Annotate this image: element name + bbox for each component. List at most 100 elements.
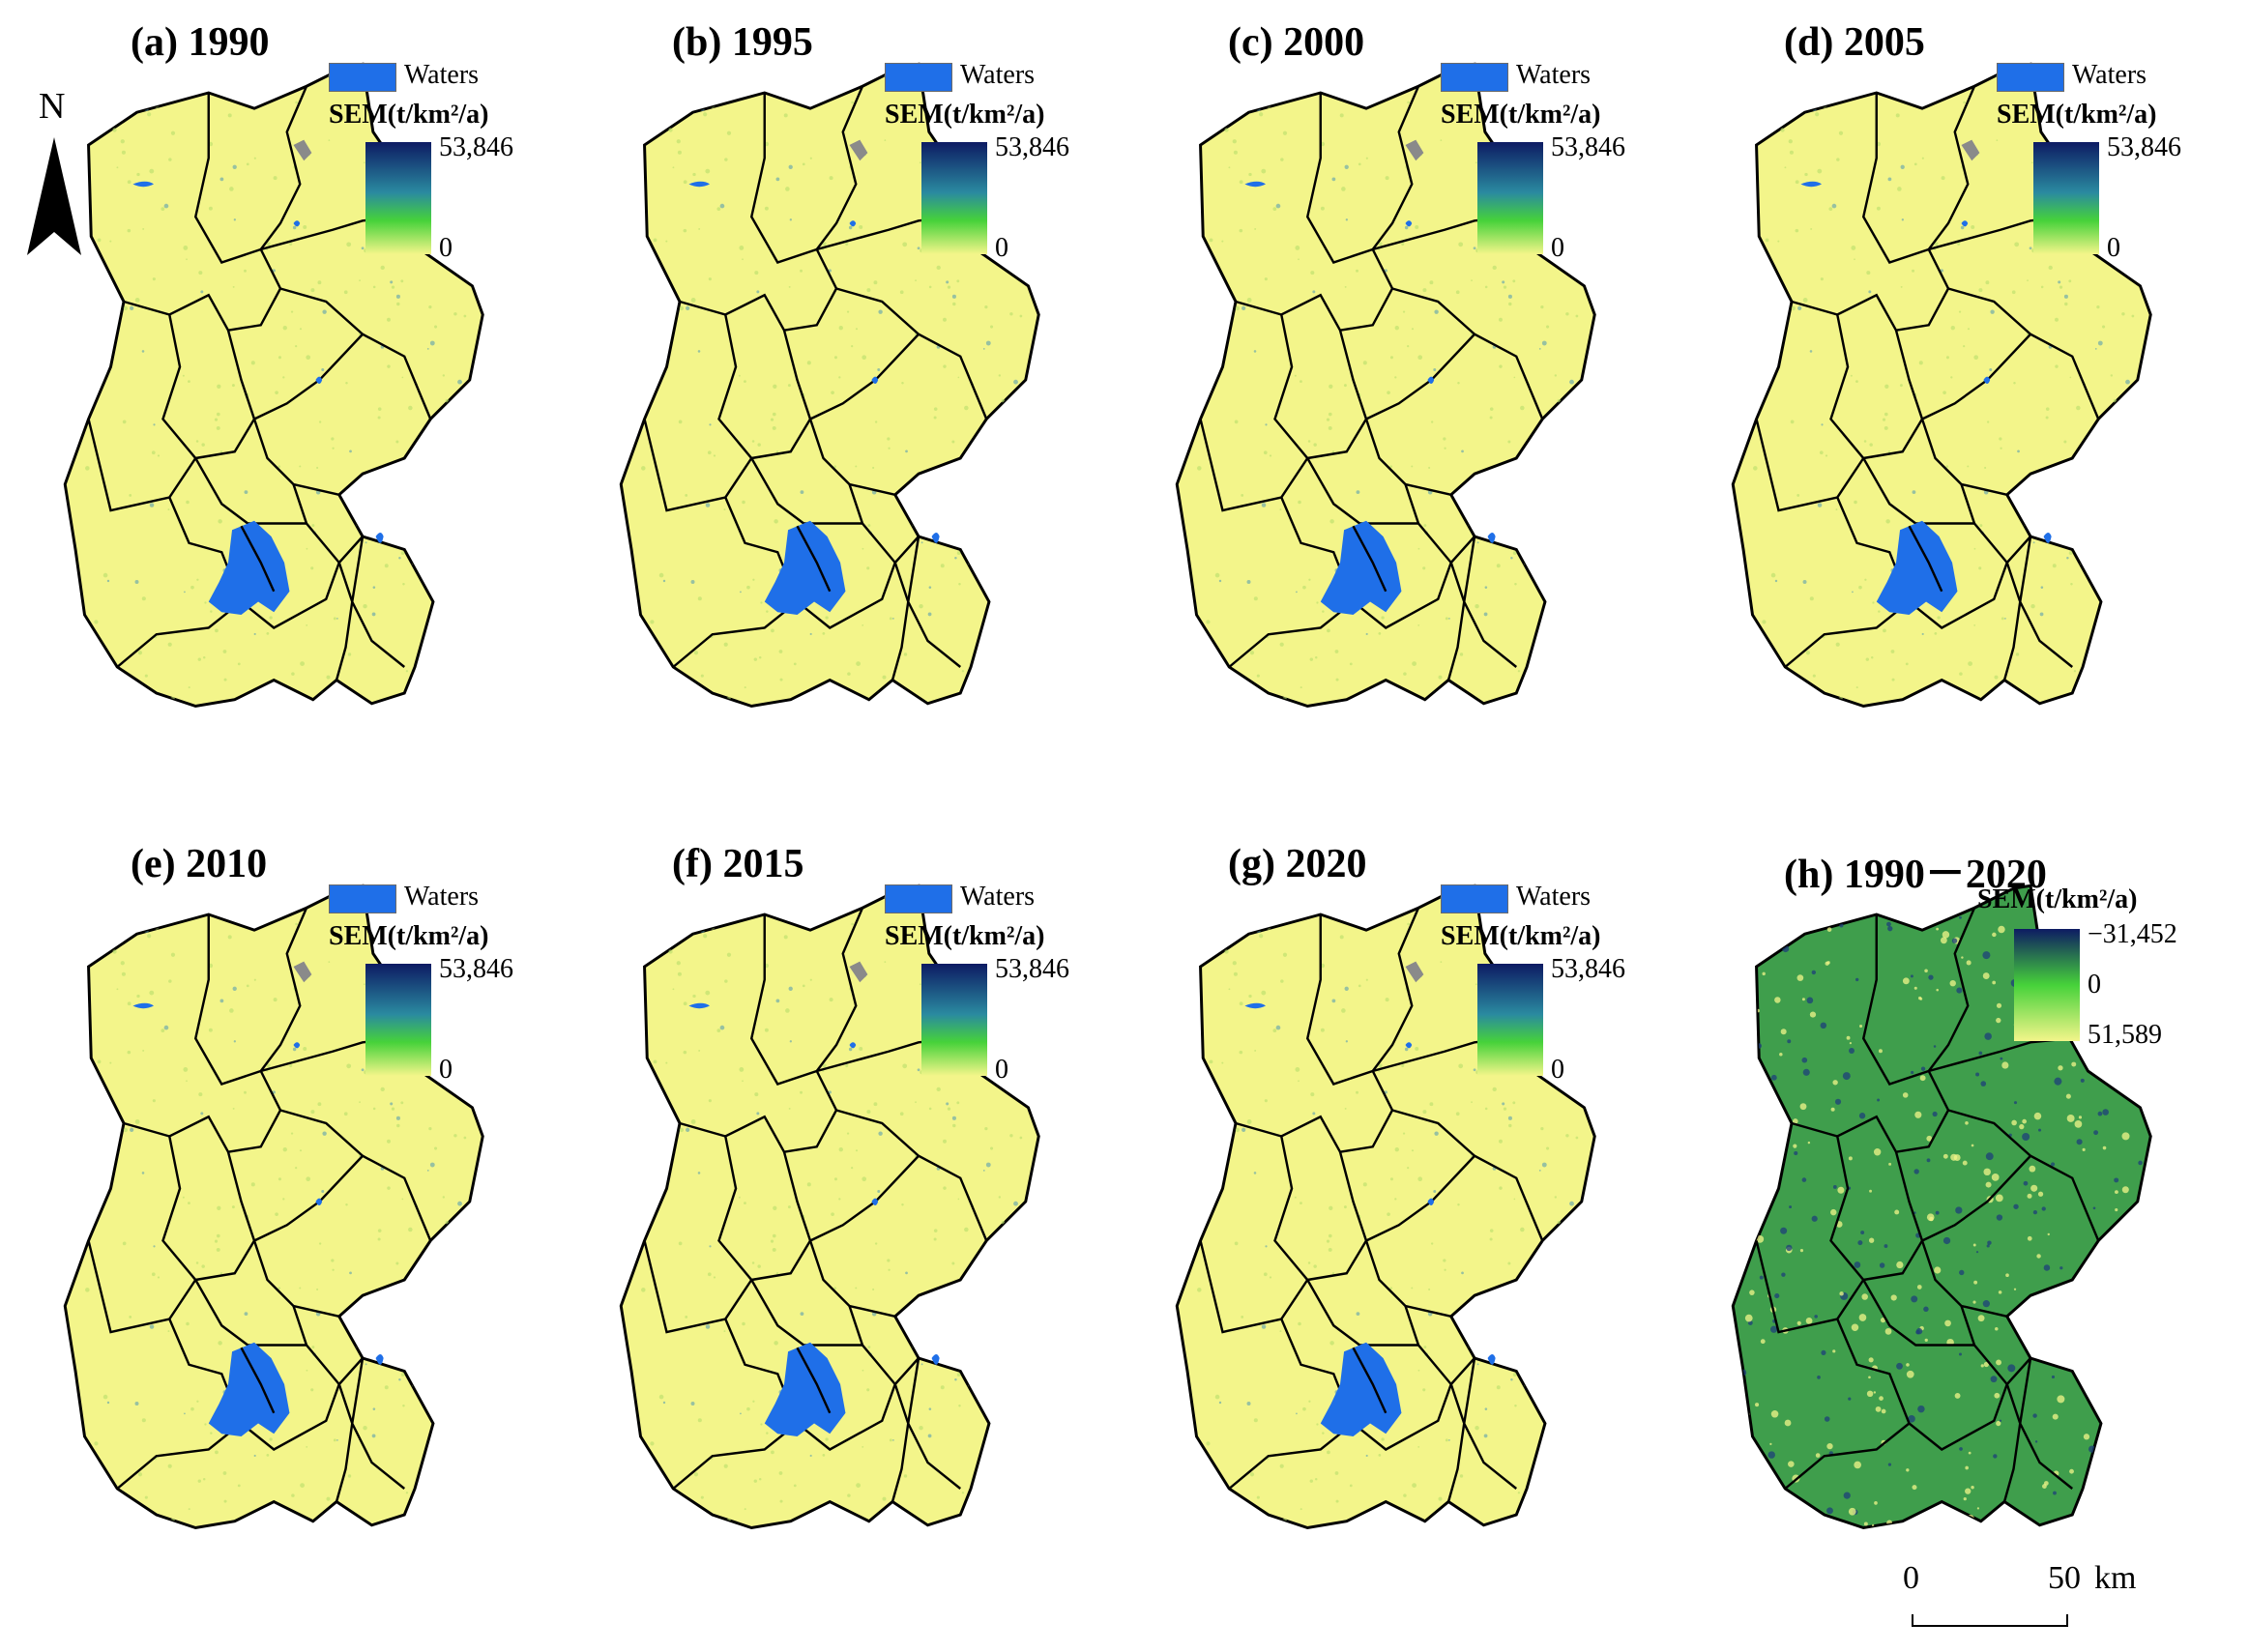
county-boundary — [724, 1319, 920, 1451]
change-bottom-label: 51,589 — [2088, 1020, 2162, 1050]
water-body — [1961, 220, 1969, 227]
lake — [1320, 1342, 1402, 1436]
county-boundary — [194, 457, 307, 525]
water-body — [871, 376, 879, 385]
water-body — [1983, 376, 1991, 385]
county-boundary — [1829, 1136, 1924, 1282]
sem-min-label: 0 — [1551, 1055, 1564, 1085]
sem-color-ramp — [365, 964, 431, 1076]
waters-swatch — [329, 884, 396, 913]
county-boundary — [259, 85, 308, 250]
sem-max-label: 53,846 — [2107, 132, 2181, 162]
north-arrow-label: N — [39, 86, 66, 127]
urban-patch — [849, 961, 868, 983]
change-mid-label: 0 — [2088, 970, 2101, 1000]
panel-title: (c) 2000 — [1228, 20, 1365, 65]
scale-start-label: 0 — [1903, 1560, 1919, 1596]
panel-title: (d) 2005 — [1784, 20, 1925, 65]
sem-legend-title: SEM(t/km²/a) — [1441, 100, 1601, 130]
county-boundary — [116, 600, 243, 668]
county-boundary — [226, 1151, 364, 1243]
county-boundary — [350, 536, 406, 668]
sem-legend: Waters SEM(t/km²/a) 53,846 0 — [885, 882, 1078, 1116]
urban-patch — [1405, 139, 1424, 161]
waters-label: Waters — [1516, 882, 1592, 912]
county-boundary — [1364, 1240, 1452, 1318]
scale-bar-line — [1912, 1614, 2068, 1627]
region-map — [1731, 884, 2152, 1530]
scale-bar: 0 50 km — [1903, 1560, 2154, 1634]
water-body — [293, 220, 301, 227]
water-body — [849, 1042, 857, 1049]
county-boundary — [1371, 85, 1420, 250]
county-boundary — [1862, 457, 1974, 525]
county-boundary — [724, 497, 920, 629]
sem-legend-title: SEM(t/km²/a) — [1997, 100, 2157, 130]
lake — [1876, 520, 1958, 615]
water-body — [132, 181, 155, 188]
county-boundary — [1364, 419, 1452, 496]
county-boundary — [1462, 536, 1518, 668]
county-boundary — [808, 419, 896, 496]
sem-legend-title: SEM(t/km²/a) — [329, 921, 489, 951]
county-boundary — [717, 1136, 812, 1282]
sem-min-label: 0 — [995, 233, 1008, 263]
lake — [764, 520, 846, 615]
change-top-label: −31,452 — [2088, 919, 2177, 949]
panel-title: (b) 1995 — [672, 20, 813, 65]
county-boundary — [815, 85, 864, 250]
sem-color-ramp — [1477, 964, 1543, 1076]
north-arrow — [15, 89, 102, 263]
sem-legend: Waters SEM(t/km²/a) 53,846 0 — [329, 882, 522, 1116]
county-boundary — [87, 419, 197, 512]
water-body — [849, 220, 857, 227]
change-legend-title: SEM(t/km²/a) — [1977, 884, 2138, 914]
county-boundary — [1755, 1240, 1865, 1334]
sem-legend: Waters SEM(t/km²/a) 53,846 0 — [1441, 60, 1634, 295]
water-body — [293, 1042, 301, 1049]
panel-title: (a) 1990 — [131, 20, 270, 65]
county-boundary — [252, 419, 340, 496]
map-panel: (b) 1995 Waters SEM(t/km²/a) 53,846 0 — [575, 10, 1117, 802]
map-panel: (d) 2005 Waters SEM(t/km²/a) 53,846 0 — [1687, 10, 2229, 802]
waters-label: Waters — [1516, 60, 1592, 90]
water-body — [1405, 220, 1413, 227]
county-boundary — [1927, 907, 1976, 1072]
sem-color-ramp — [921, 964, 987, 1076]
water-body — [688, 1002, 711, 1009]
county-boundary — [891, 562, 910, 681]
sem-legend: Waters SEM(t/km²/a) 53,846 0 — [1441, 882, 1634, 1116]
sem-color-ramp — [921, 142, 987, 254]
county-boundary — [1920, 1240, 2008, 1318]
county-boundary — [906, 1357, 962, 1490]
sem-legend-title: SEM(t/km²/a) — [885, 100, 1045, 130]
sem-legend-title: SEM(t/km²/a) — [329, 100, 489, 130]
water-body — [931, 532, 940, 543]
waters-label: Waters — [404, 882, 480, 912]
county-boundary — [1894, 330, 2031, 421]
sem-color-ramp — [1477, 142, 1543, 254]
water-body — [1800, 181, 1823, 188]
county-boundary — [1273, 314, 1368, 460]
sem-max-label: 53,846 — [995, 132, 1069, 162]
water-body — [375, 532, 384, 543]
county-boundary — [2002, 1383, 2022, 1502]
sem-min-label: 0 — [439, 233, 453, 263]
sem-legend-title: SEM(t/km²/a) — [885, 921, 1045, 951]
county-boundary — [1306, 457, 1418, 525]
panel-title: (g) 2020 — [1228, 842, 1367, 886]
county-boundary — [1391, 1109, 1544, 1241]
county-boundary — [161, 314, 256, 460]
panel-title: (e) 2010 — [131, 842, 268, 886]
county-boundary — [1280, 1319, 1475, 1451]
waters-swatch — [1997, 63, 2064, 92]
urban-patch — [1405, 961, 1424, 983]
county-boundary — [161, 1136, 256, 1282]
county-boundary — [891, 1383, 910, 1502]
water-body — [1487, 532, 1496, 543]
urban-patch — [293, 961, 312, 983]
county-boundary — [1947, 1109, 2100, 1241]
sem-legend: Waters SEM(t/km²/a) 53,846 0 — [885, 60, 1078, 295]
county-boundary — [1446, 1383, 1466, 1502]
